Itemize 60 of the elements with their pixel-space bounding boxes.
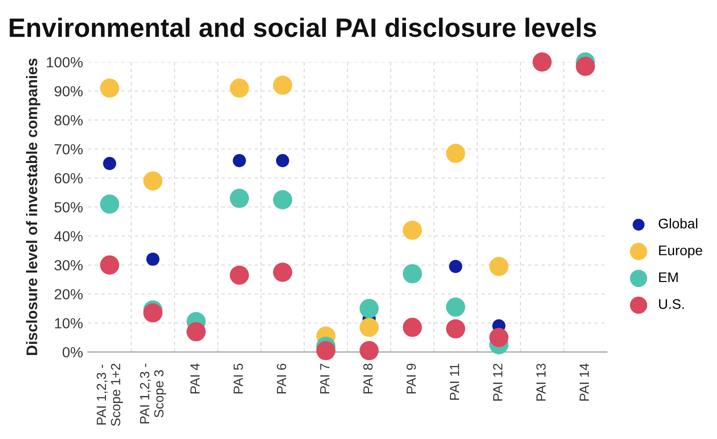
point: [360, 318, 379, 337]
x-tick-label: PAI 14: [580, 363, 589, 401]
y-axis-title: Disclosure level of investable companies: [26, 58, 40, 355]
point: [449, 260, 462, 274]
x-tick-label: PAI 4: [190, 363, 200, 394]
point: [230, 266, 249, 285]
y-tick-label: 0%: [62, 347, 83, 358]
point: [276, 154, 290, 168]
point: [232, 154, 246, 168]
x-tick-label: PAI 11: [450, 364, 460, 400]
y-tick-label: 20%: [54, 289, 83, 300]
point: [230, 188, 249, 208]
point: [316, 340, 336, 360]
y-tick-label: 30%: [54, 260, 83, 270]
point: [230, 78, 249, 98]
legend-label: Global: [658, 218, 698, 228]
x-tick-label: PAI 13: [536, 364, 546, 401]
point: [273, 76, 292, 95]
point: [100, 255, 120, 275]
x-tick-label: PAI 6: [276, 364, 286, 394]
x-tick-label: PAI 7: [320, 364, 330, 394]
point: [100, 78, 120, 98]
point: [143, 171, 162, 190]
point: [576, 56, 595, 76]
x-tick-label: PAI 1,2,3 - Scope 3: [140, 364, 166, 424]
point: [402, 220, 422, 240]
y-tick-label: 50%: [54, 202, 83, 212]
point: [103, 156, 116, 170]
point: [100, 194, 120, 214]
legend-label: Europe: [659, 246, 702, 258]
y-tick-label: 100%: [46, 57, 83, 68]
x-tick-label: PAI 8: [363, 364, 373, 394]
x-tick-label: PAI 1,2,3 - Scope 1+2: [96, 364, 123, 426]
y-tick-label: 70%: [54, 144, 83, 154]
x-tick-label: PAI 9: [406, 364, 416, 394]
point: [360, 340, 379, 360]
point: [532, 52, 552, 72]
y-tick-label: 60%: [54, 173, 83, 184]
point: [360, 298, 379, 318]
point: [146, 252, 160, 266]
point: [489, 256, 508, 276]
point: [273, 262, 292, 282]
point: [446, 297, 466, 317]
y-tick-label: 40%: [54, 231, 83, 242]
point: [402, 318, 422, 337]
point: [446, 144, 466, 163]
point: [402, 264, 422, 284]
x-tick-label: PAI 5: [234, 364, 243, 394]
point: [446, 319, 466, 338]
legend-label: U.S.: [659, 299, 684, 309]
point: [273, 190, 292, 210]
x-tick-label: PAI 12: [493, 364, 502, 401]
y-tick-label: 90%: [54, 86, 83, 96]
point: [489, 328, 508, 348]
legend-label: EM: [659, 272, 678, 282]
y-tick-label: 10%: [55, 318, 83, 328]
point: [186, 322, 206, 342]
y-tick-label: 80%: [54, 115, 83, 126]
point: [143, 303, 162, 322]
chart-title: Environmental and social PAI disclosure levels: [10, 18, 596, 38]
